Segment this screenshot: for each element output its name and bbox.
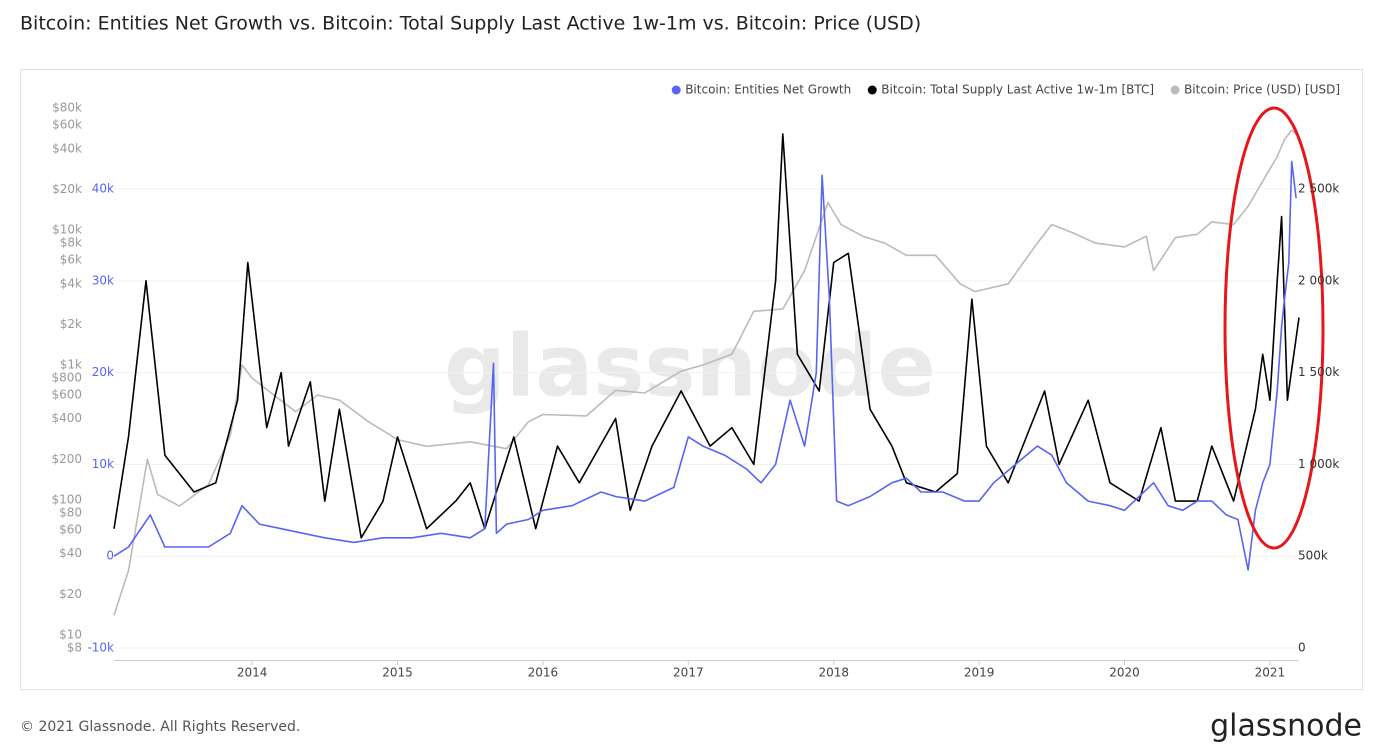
x-tick-label: 2017 [673,666,704,680]
y-tick-label: 10k [92,457,114,471]
y3-tick-label: $600 [51,387,82,401]
brand-logo: glassnode [1210,709,1362,744]
y-tick-label: 20k [92,365,114,379]
y3-tick-label: $10k [52,223,82,237]
y3-tick-label: $8 [67,641,82,655]
y2-tick-label: 2 000k [1298,273,1339,287]
y3-tick-label: $200 [51,452,82,466]
y3-tick-label: $60k [52,118,82,132]
footer: © 2021 Glassnode. All Rights Reserved. [20,719,300,735]
legend-swatch [867,85,877,95]
legend-swatch [671,85,681,95]
y3-tick-label: $800 [51,371,82,385]
y3-tick-label: $4k [60,276,82,290]
legend-swatch [1170,85,1180,95]
series-line [113,129,1300,616]
chart-frame [20,69,1363,690]
y3-tick-label: $80k [52,101,82,115]
y3-tick-label: $10 [59,627,82,641]
y3-tick-label: $8k [60,236,82,250]
legend-label: Bitcoin: Price (USD) [USD] [1184,83,1340,97]
y3-tick-label: $40 [59,546,82,560]
y-tick-label: 30k [92,273,114,287]
y3-tick-label: $100 [51,492,82,506]
y3-tick-label: $1k [60,358,82,372]
y2-tick-label: 1 500k [1298,365,1339,379]
series-line [113,160,1297,571]
y2-tick-label: 2 500k [1298,182,1339,196]
legend-label: Bitcoin: Total Supply Last Active 1w-1m … [881,83,1154,97]
y3-tick-label: $40k [52,141,82,155]
x-tick-label: 2021 [1255,666,1286,680]
y3-tick-label: $60 [59,522,82,536]
y3-tick-label: $6k [60,253,82,267]
watermark: glassnode [444,316,936,416]
y2-tick-label: 1 000k [1298,457,1339,471]
plot [113,129,1300,649]
x-tick-label: 2019 [964,666,995,680]
legend-label: Bitcoin: Entities Net Growth [685,83,851,97]
y3-tick-label: $400 [51,411,82,425]
y2-tick-label: 500k [1298,549,1328,563]
x-tick-label: 2016 [528,666,559,680]
x-tick-label: 2014 [237,666,268,680]
y-tick-label: -10k [87,641,114,655]
y-tick-label: 0 [106,549,114,563]
x-tick-label: 2018 [818,666,849,680]
y3-tick-label: $20k [52,182,82,196]
highlight-ellipse [1223,106,1325,550]
chart-title: Bitcoin: Entities Net Growth vs. Bitcoin… [20,13,921,35]
x-tick-label: 2015 [382,666,413,680]
y3-tick-label: $80 [59,506,82,520]
x-tick-label: 2020 [1109,666,1140,680]
series-line [113,133,1300,539]
y3-tick-label: $2k [60,317,82,331]
y3-tick-label: $20 [59,587,82,601]
y2-tick-label: 0 [1298,641,1306,655]
y-tick-label: 40k [92,182,114,196]
